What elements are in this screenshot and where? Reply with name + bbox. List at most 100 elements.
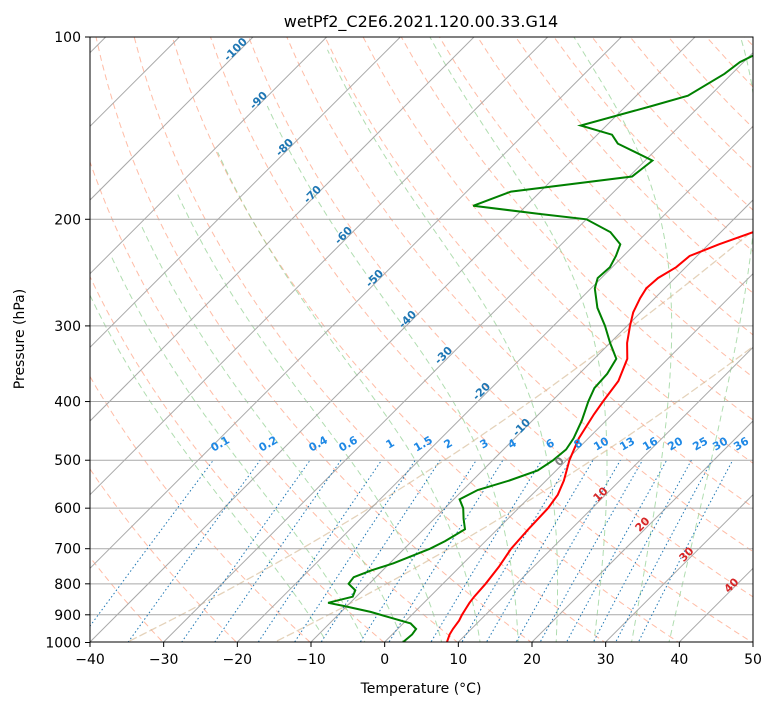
reference-curve	[273, 345, 753, 642]
mixing-ratio-line	[127, 459, 261, 642]
x-tick-label: 0	[380, 652, 389, 668]
isotherm-line	[90, 37, 254, 201]
y-tick-label: 1000	[45, 636, 81, 652]
isotherm-line	[90, 37, 475, 422]
moist-adiabat	[217, 151, 481, 642]
dry-adiabat	[324, 37, 753, 508]
dry-adiabat	[171, 37, 679, 642]
mixing-ratio-label: 25	[690, 435, 710, 454]
isotherm-line	[236, 125, 753, 642]
plot-frame	[89, 36, 754, 643]
mixing-ratio-label: 1.5	[412, 433, 435, 454]
mixing-ratio-label: 36	[731, 434, 751, 453]
mixing-ratio-line	[257, 459, 383, 642]
dry-adiabat-label: -90	[247, 89, 270, 112]
y-tick-label: 900	[54, 608, 81, 624]
mixing-ratio-label: 0.4	[307, 433, 331, 454]
mixing-ratio-line	[485, 459, 594, 642]
dry-adiabat	[553, 37, 753, 252]
dry-adiabat	[210, 37, 753, 642]
moist-adiabat	[266, 105, 519, 642]
mixing-ratio-label: 16	[640, 434, 660, 453]
dry-adiabat-label: -70	[301, 183, 324, 206]
isotherm-line	[383, 272, 753, 642]
dry-adiabat-label: -20	[470, 380, 493, 403]
dry-adiabat	[248, 37, 753, 598]
isotherm-line	[310, 199, 753, 642]
mixing-ratio-line	[566, 459, 668, 642]
dry-adiabat-label: -60	[332, 224, 355, 247]
dry-adiabat-label: -10	[510, 416, 533, 439]
dry-adiabat-label: -80	[273, 136, 296, 159]
isotherm-line	[162, 51, 753, 642]
x-axis-label: Temperature (°C)	[360, 681, 482, 697]
y-tick-label: 400	[54, 395, 81, 411]
mixing-ratio-line	[90, 459, 214, 627]
mixing-ratio-line	[320, 459, 441, 642]
chart-title: wetPf2_C2E6.2021.120.00.33.G14	[284, 12, 558, 32]
dry-adiabat	[286, 37, 753, 553]
dewpoint-profile-line	[327, 54, 753, 642]
x-tick-label: 30	[597, 652, 615, 668]
mixing-ratio-line	[388, 459, 504, 642]
dry-adiabat-label: -100	[221, 35, 250, 64]
isotherm-line	[90, 37, 401, 349]
mixing-ratio-label: 0.2	[257, 433, 280, 454]
mixing-ratio-line	[359, 459, 477, 642]
mixing-ratio-line	[515, 459, 621, 642]
mixing-ratio-line	[461, 459, 571, 642]
x-tick-label: 50	[744, 652, 762, 668]
dry-adiabat	[95, 37, 532, 642]
mixing-ratio-label: 13	[617, 435, 637, 454]
x-tick-label: −20	[223, 652, 253, 668]
moist-adiabat	[175, 191, 443, 642]
y-tick-label: 200	[54, 212, 81, 228]
dry-adiabat-label: -50	[363, 267, 386, 290]
dry-adiabat	[90, 468, 238, 642]
mixing-ratio-line	[615, 459, 713, 642]
dry-adiabat-label: -30	[432, 344, 455, 367]
isotherm-line	[604, 493, 753, 642]
mixing-ratio-line	[214, 459, 342, 642]
series-layer	[327, 54, 753, 642]
moist-adiabat	[327, 49, 559, 642]
moist-adiabat	[429, 37, 608, 642]
dry-adiabat-label: 20	[633, 514, 653, 534]
dry-adiabat	[362, 37, 753, 464]
y-tick-label: 300	[54, 319, 81, 335]
y-tick-label: 600	[54, 501, 81, 517]
mixing-ratio-label: 20	[665, 434, 685, 453]
moist-adiabat	[668, 37, 753, 642]
isotherm-line	[457, 346, 753, 642]
x-tick-label: −10	[296, 652, 326, 668]
y-tick-label: 700	[54, 542, 81, 558]
reference-curve	[125, 229, 753, 642]
mixing-ratio-label: 2	[442, 436, 455, 451]
mixing-ratio-line	[592, 459, 692, 642]
x-tick-label: −40	[75, 652, 105, 668]
isotherm-line	[752, 641, 753, 642]
isotherm-line	[90, 37, 622, 570]
mixing-ratio-line	[539, 459, 643, 642]
y-axis-label: Pressure (hPa)	[12, 289, 28, 389]
dry-adiabat	[133, 37, 606, 642]
x-tick-label: 40	[670, 652, 688, 668]
y-tick-label: 100	[54, 30, 81, 46]
mixing-ratio-line	[294, 459, 416, 642]
moist-adiabat	[573, 37, 673, 642]
y-tick-label: 800	[54, 577, 81, 593]
temperature-profile-line	[445, 231, 753, 642]
isotherm-line	[90, 37, 328, 275]
grid-layer	[90, 37, 753, 642]
mixing-ratio-label: 1	[384, 436, 397, 451]
dry-adiabat-label: 10	[591, 484, 611, 504]
mixing-ratio-line	[181, 459, 311, 642]
moist-adiabat	[90, 294, 328, 642]
x-tick-label: 10	[449, 652, 467, 668]
dry-adiabat	[400, 37, 753, 421]
mixing-ratio-label: 10	[591, 434, 611, 453]
x-tick-label: −30	[149, 652, 179, 668]
isotherm-line	[678, 567, 753, 642]
